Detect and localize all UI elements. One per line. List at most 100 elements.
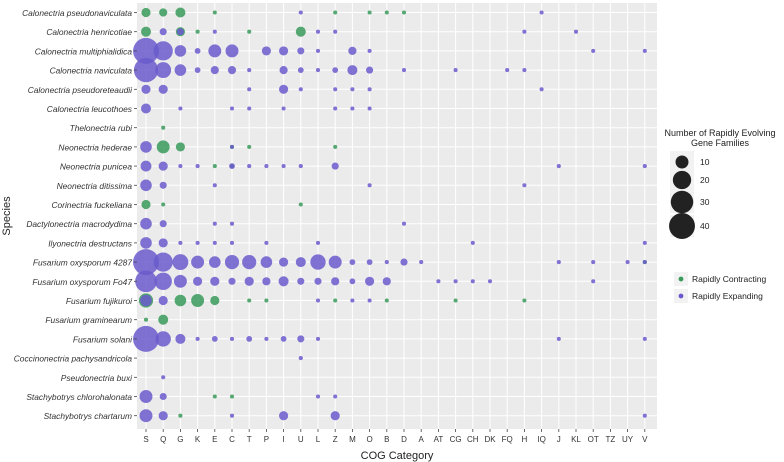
data-point [195, 240, 200, 245]
x-tick-label: A [419, 435, 425, 444]
data-point [158, 295, 168, 306]
data-point [211, 336, 218, 342]
data-point [247, 144, 252, 149]
data-point [178, 240, 183, 245]
y-tick-label: Neonectria hederae [58, 142, 132, 152]
data-point [401, 221, 407, 226]
x-tick-label: FQ [502, 435, 513, 444]
data-point [247, 298, 252, 303]
data-point [229, 163, 235, 169]
data-point [315, 336, 321, 341]
x-tick-label: Z [333, 435, 338, 444]
data-point [384, 298, 389, 303]
data-point [470, 279, 475, 284]
data-point [247, 29, 252, 34]
data-point [400, 258, 408, 266]
data-point [133, 57, 159, 83]
data-point [591, 279, 596, 284]
y-axis-label: Species [1, 196, 13, 236]
data-point [384, 10, 389, 15]
data-point [333, 29, 338, 34]
data-point [333, 144, 338, 149]
data-point [522, 298, 527, 303]
x-tick-label: CG [450, 435, 462, 444]
data-point [384, 260, 389, 265]
y-tick-label: Calonectria henricotiae [46, 27, 132, 37]
data-points [133, 7, 647, 423]
data-point [229, 240, 235, 245]
data-point [175, 7, 186, 18]
data-point [350, 87, 355, 92]
data-point [260, 256, 273, 268]
data-point [279, 46, 289, 56]
x-tick-label: D [401, 435, 407, 444]
y-tick-label: Fusarium fujikuroi [66, 296, 133, 306]
data-point [140, 294, 152, 307]
data-point [159, 220, 167, 228]
data-point [156, 140, 170, 154]
data-point [298, 164, 303, 169]
data-point [261, 46, 271, 56]
data-point [333, 106, 338, 111]
data-point [367, 298, 372, 303]
data-point [522, 68, 527, 73]
data-point [140, 237, 152, 249]
data-point [159, 8, 168, 17]
x-tick-label: O [366, 435, 372, 444]
data-point [328, 255, 342, 269]
y-tick-label: Stachybotrys chartarum [44, 411, 132, 421]
data-point [348, 46, 357, 56]
x-tick-label: DK [484, 435, 496, 444]
data-point [229, 394, 235, 399]
data-point [315, 394, 321, 399]
color-legend-marker [678, 293, 684, 299]
data-point [279, 411, 289, 421]
data-point [642, 48, 647, 53]
data-point [331, 277, 340, 286]
data-point [278, 276, 289, 287]
data-point [159, 181, 167, 189]
x-tick-label: CH [467, 435, 479, 444]
y-tick-label: Calonectria pseudoreteaudii [28, 85, 133, 95]
y-tick-label: Neonectria punicea [60, 162, 133, 172]
x-tick-label: M [349, 435, 356, 444]
data-point [173, 274, 187, 288]
data-point [247, 68, 252, 73]
data-point [264, 164, 269, 169]
data-point [281, 164, 286, 169]
data-point [158, 161, 168, 171]
data-point [140, 26, 152, 37]
data-point [140, 103, 152, 114]
x-tick-label: UY [622, 435, 634, 444]
data-point [229, 336, 235, 341]
x-tick-label: S [143, 435, 148, 444]
data-point [333, 394, 338, 399]
size-legend-circle [669, 213, 695, 239]
data-point [195, 336, 200, 341]
data-point [139, 409, 153, 423]
data-point [194, 67, 201, 73]
data-point [161, 202, 166, 207]
data-point [349, 259, 356, 265]
data-point [642, 413, 647, 418]
data-point [556, 336, 561, 341]
size-legend-label: 10 [700, 157, 710, 167]
data-point [195, 164, 200, 169]
data-point [210, 295, 220, 306]
data-point [174, 45, 187, 57]
data-point [295, 257, 306, 268]
data-point [212, 183, 217, 188]
data-point [591, 260, 596, 265]
x-tick-label: J [557, 435, 561, 444]
data-point [331, 162, 339, 170]
data-point [262, 277, 271, 286]
data-point [161, 125, 166, 130]
color-legend-marker [678, 276, 684, 282]
x-tick-label: Q [160, 435, 166, 444]
data-point [295, 26, 306, 37]
x-tick-label: H [522, 435, 528, 444]
data-point [367, 183, 372, 188]
data-point [159, 28, 167, 36]
data-point [195, 29, 200, 34]
